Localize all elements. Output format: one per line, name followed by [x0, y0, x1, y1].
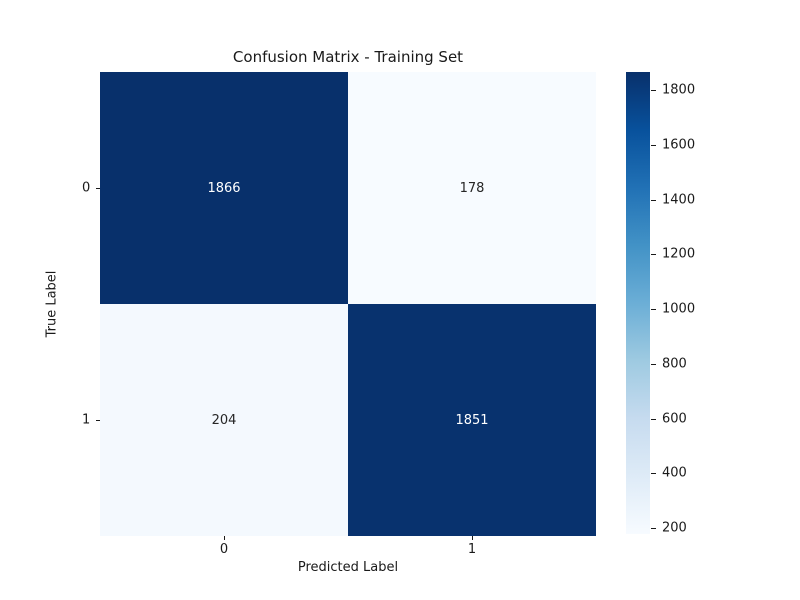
colorbar-tick-label: 200	[662, 520, 687, 536]
colorbar-tick-mark	[651, 144, 656, 146]
colorbar-tick-mark	[651, 527, 656, 529]
colorbar-tick-label: 600	[662, 411, 687, 426]
heatmap-plot-area: 1866 178 204 1851	[100, 72, 596, 536]
colorbar-tick-mark	[651, 473, 656, 475]
colorbar-tick-mark	[651, 309, 656, 311]
heatmap-cell-value: 1866	[207, 180, 241, 196]
colorbar-tick-label: 1200	[662, 246, 696, 262]
colorbar-tick-mark	[651, 199, 656, 201]
heatmap-cell: 1866	[100, 72, 348, 304]
x-tick-label: 1	[467, 542, 477, 557]
x-axis-label: Predicted Label	[297, 560, 399, 575]
heatmap-cell: 178	[348, 72, 596, 304]
x-tick-mark	[472, 536, 473, 540]
heatmap-cell-value: 178	[459, 180, 485, 196]
x-tick-label: 0	[219, 542, 229, 557]
x-tick-mark	[224, 536, 225, 540]
colorbar-tick-label: 1400	[662, 192, 696, 208]
heatmap-cell: 204	[100, 304, 348, 536]
y-tick-label: 0	[82, 180, 91, 196]
heatmap-cell-value: 204	[211, 412, 237, 428]
colorbar-tick-mark	[651, 418, 656, 420]
colorbar-tick-label: 1800	[662, 82, 696, 98]
heatmap-cell: 1851	[348, 304, 596, 536]
colorbar-tick-mark	[651, 90, 656, 92]
y-tick-mark	[96, 188, 100, 189]
colorbar-tick-label: 800	[662, 356, 687, 372]
y-tick-mark	[96, 420, 100, 421]
y-tick-label: 1	[82, 412, 91, 428]
chart-title: Confusion Matrix - Training Set	[232, 48, 464, 66]
colorbar	[626, 72, 650, 534]
heatmap-cell-value: 1851	[455, 412, 489, 428]
colorbar-tick-mark	[651, 254, 656, 256]
colorbar-tick-label: 1600	[662, 137, 696, 153]
colorbar-tick-mark	[651, 363, 656, 365]
colorbar-tick-label: 1000	[662, 301, 696, 317]
y-axis-label: True Label	[44, 270, 60, 338]
colorbar-tick-label: 400	[662, 465, 687, 481]
